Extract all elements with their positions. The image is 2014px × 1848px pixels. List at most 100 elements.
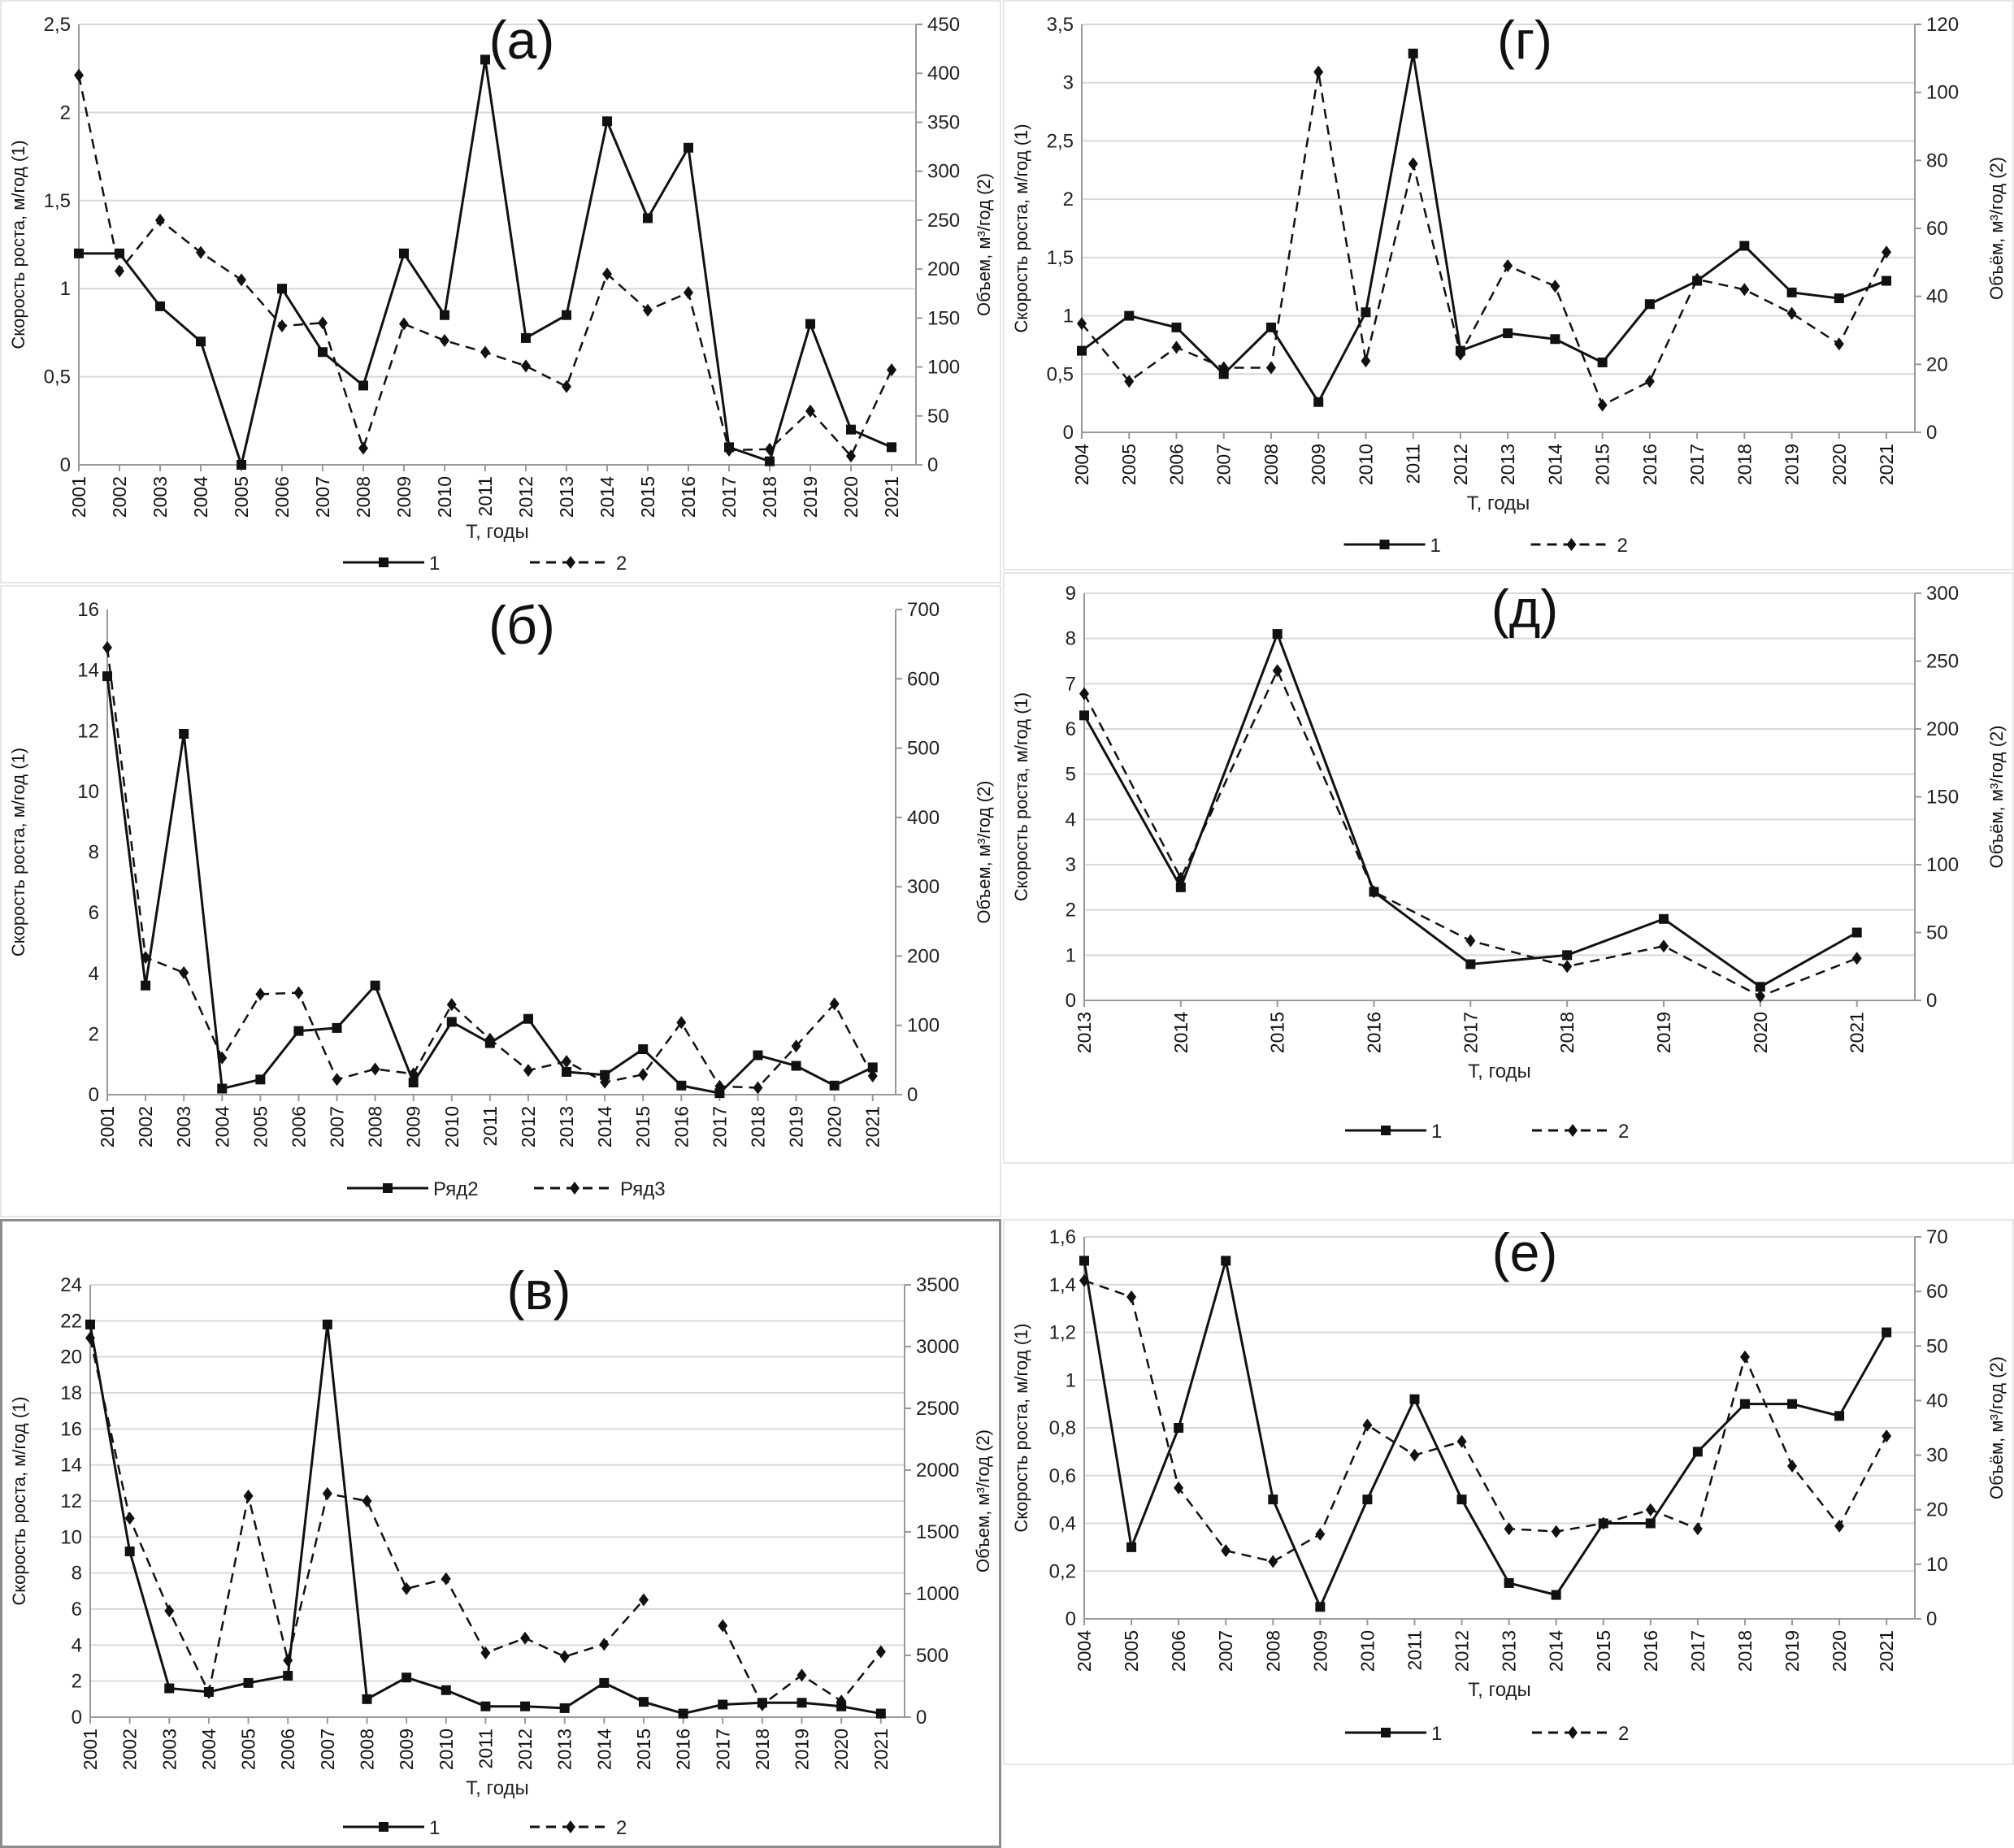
series-1 — [1079, 629, 1862, 992]
y-tick-label: 4 — [89, 963, 99, 985]
x-tick-label: 2019 — [786, 1106, 807, 1147]
data-point — [599, 1638, 610, 1651]
x-tick-label: 2013 — [556, 476, 577, 518]
data-point — [1079, 1256, 1089, 1266]
data-point — [1503, 259, 1513, 273]
y2-tick-label: 100 — [927, 357, 960, 379]
y2-tick-label: 2000 — [916, 1460, 959, 1481]
data-point — [179, 965, 189, 979]
x-tick-label: 2008 — [1261, 444, 1282, 485]
data-point — [322, 1319, 332, 1330]
x-tick-label: 2019 — [1782, 444, 1803, 485]
y-tick-label: 5 — [1066, 764, 1076, 786]
legend-label: 2 — [1618, 1723, 1629, 1745]
y2-axis-title: Объём, м³/год (2) — [1986, 1356, 2007, 1499]
data-point — [401, 1672, 412, 1683]
y2-tick-label: 450 — [927, 14, 960, 36]
x-tick-label: 2021 — [881, 476, 902, 518]
data-point — [1175, 871, 1186, 885]
y-tick-label: 0 — [1066, 1608, 1076, 1630]
panel-letter: (г) — [1497, 10, 1552, 70]
y2-tick-label: 40 — [1926, 1390, 1948, 1412]
x-tick-label: 2009 — [396, 1729, 417, 1770]
data-point — [1077, 317, 1087, 331]
x-tick-label: 2009 — [1308, 444, 1329, 485]
x-tick-label: 2017 — [709, 1106, 730, 1147]
data-point — [846, 449, 856, 463]
data-point — [796, 1698, 807, 1708]
data-point — [718, 1699, 728, 1710]
data-point — [1465, 959, 1476, 970]
data-point — [562, 1055, 572, 1069]
x-tick-label: 2018 — [759, 476, 780, 518]
legend-label: 1 — [429, 553, 440, 575]
x-tick-label: 2020 — [1829, 444, 1850, 485]
x-tick-label: 2013 — [554, 1729, 575, 1770]
x-tick-label: 2016 — [1639, 444, 1660, 485]
x-tick-label: 2002 — [119, 1729, 141, 1770]
y2-tick-label: 20 — [1926, 1499, 1948, 1521]
data-point — [1786, 287, 1797, 297]
data-point — [408, 1078, 419, 1088]
y-tick-label: 1 — [1066, 944, 1076, 966]
data-point — [600, 1069, 610, 1080]
y-tick-label: 0,5 — [44, 367, 71, 388]
x-tick-label: 2017 — [1686, 444, 1708, 485]
data-point — [1550, 334, 1560, 345]
data-point — [399, 248, 409, 258]
y-tick-label: 18 — [60, 1382, 82, 1404]
legend-marker — [566, 556, 575, 569]
data-point — [1218, 361, 1229, 375]
data-point — [559, 1650, 570, 1664]
data-point — [255, 987, 266, 1001]
y-tick-label: 2 — [1066, 900, 1076, 922]
legend-label: 2 — [1617, 535, 1628, 557]
data-point — [1882, 245, 1892, 259]
y-tick-label: 6 — [72, 1599, 82, 1620]
y2-axis-title: Объем, м³/год (2) — [974, 173, 994, 316]
y-tick-label: 0,4 — [1049, 1513, 1076, 1535]
data-point — [867, 1069, 878, 1082]
y2-tick-label: 0 — [1926, 422, 1937, 444]
y-tick-label: 2 — [72, 1671, 82, 1693]
x-tick-label: 2016 — [678, 476, 699, 518]
data-point — [678, 1708, 688, 1719]
y-tick-label: 14 — [60, 1455, 82, 1477]
data-point — [1562, 950, 1573, 961]
y2-tick-label: 1000 — [916, 1583, 959, 1605]
x-tick-label: 2019 — [1782, 1630, 1803, 1672]
x-tick-label: 2003 — [173, 1106, 194, 1147]
y-axis-title: Скорость роста, м/год (1) — [8, 140, 28, 349]
data-point — [1692, 1522, 1703, 1536]
data-point — [441, 1572, 451, 1586]
y-tick-label: 1,5 — [44, 190, 71, 212]
x-tick-label: 2011 — [1404, 1630, 1425, 1670]
x-tick-label: 2021 — [862, 1106, 883, 1147]
y-tick-label: 1,4 — [1049, 1274, 1076, 1296]
legend-label: 1 — [1431, 1121, 1442, 1143]
x-tick-label: 2008 — [356, 1729, 377, 1770]
x-tick-label: 2015 — [1592, 444, 1613, 485]
data-point — [1834, 337, 1844, 351]
data-point — [358, 380, 368, 391]
data-point — [484, 1032, 495, 1046]
data-point — [1882, 1327, 1892, 1338]
data-point — [408, 1067, 419, 1081]
series-2 — [1079, 664, 1862, 1003]
y2-tick-label: 1500 — [916, 1521, 959, 1543]
y2-tick-label: 350 — [927, 111, 960, 133]
x-tick-label: 2003 — [150, 476, 171, 518]
y-axis-title: Скорость роста, м/год (1) — [1011, 1323, 1031, 1532]
data-point — [1175, 882, 1186, 892]
data-point — [243, 1677, 254, 1688]
chart-panel-a: 0 0,5 1 1,5 2 2,5 0 50 100 150 200 250 300 350 400 450 2… — [0, 0, 1001, 583]
x-tick-label: 2010 — [441, 1106, 462, 1147]
x-tick-label: 2011 — [480, 1106, 501, 1146]
data-point — [1174, 1423, 1184, 1433]
legend-marker — [383, 1183, 393, 1193]
data-point — [805, 404, 815, 418]
legend-label: 1 — [429, 1817, 440, 1839]
data-point — [600, 1075, 610, 1089]
x-tick-label: 2018 — [747, 1106, 768, 1147]
y-tick-label: 0 — [1063, 422, 1074, 444]
